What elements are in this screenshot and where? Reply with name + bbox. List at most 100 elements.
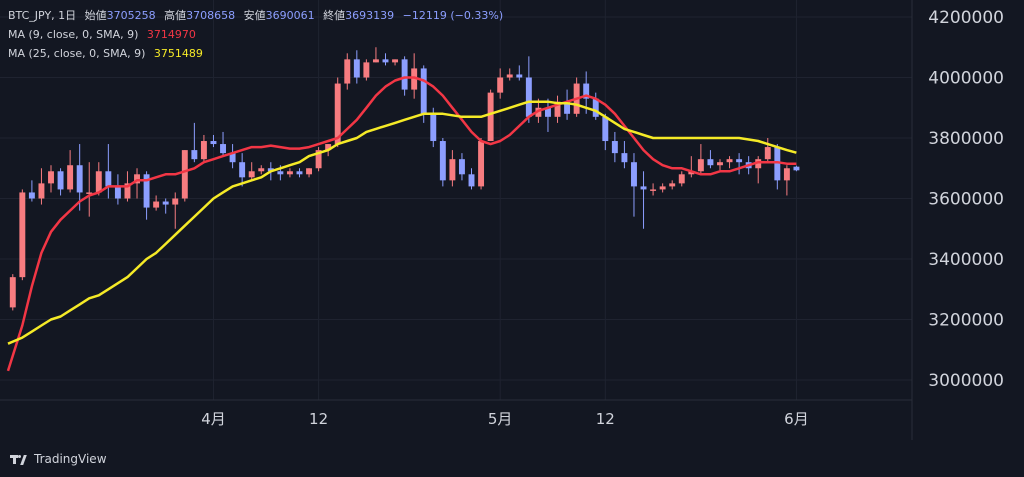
candle-body (363, 62, 370, 78)
time-tick-label: 4月 (201, 410, 226, 428)
candle-body (468, 174, 475, 187)
candle-body (420, 68, 427, 114)
candle-body (143, 174, 150, 208)
candle-body (258, 168, 265, 172)
candle-body (611, 141, 618, 154)
ma25-line (7, 100, 797, 345)
candle-body (325, 144, 332, 151)
candle-body (153, 201, 160, 208)
candle-body (200, 141, 207, 160)
candle-body (28, 192, 35, 199)
ma9-line (6, 76, 797, 372)
legend-ma25-label: MA (25, close, 0, SMA, 9) (8, 47, 146, 60)
candle-body (353, 59, 360, 78)
moving-averages-group (6, 76, 797, 372)
candle-body (497, 77, 504, 93)
candle-body (726, 159, 733, 163)
candle-body (315, 150, 322, 169)
legend-ma25-row[interactable]: MA (25, close, 0, SMA, 9) 3751489 (8, 44, 503, 63)
legend-high-label: 高値 (164, 9, 187, 22)
candle-body (344, 59, 351, 84)
candle-body (67, 165, 74, 190)
grid-lines (0, 0, 912, 400)
candle-body (191, 150, 198, 160)
legend-close-value: 3693139 (345, 9, 395, 22)
candle-body (19, 192, 26, 278)
candle-body (525, 77, 532, 117)
price-tick-label: 3800000 (928, 129, 1004, 149)
candle-body (783, 168, 790, 181)
candle-body (688, 171, 695, 175)
candle-body (210, 141, 217, 145)
chart-legend: BTC_JPY, 1日 始値3705258 高値3708658 安値369006… (8, 6, 503, 63)
price-tick-label: 4000000 (928, 69, 1004, 89)
candle-body (172, 198, 179, 205)
candle-body (105, 171, 112, 187)
candle-body (382, 59, 389, 63)
price-axis[interactable]: 3000000 3200000 3400000 3600000 3800000 40000… (928, 8, 1004, 391)
legend-high-value: 3708658 (186, 9, 236, 22)
candle-body (76, 165, 83, 193)
candle-body (134, 174, 140, 184)
candle-body (124, 183, 131, 199)
legend-ohlc-row: BTC_JPY, 1日 始値3705258 高値3708658 安値369006… (8, 6, 503, 25)
candle-body (583, 83, 590, 99)
candle-body (439, 141, 446, 181)
candle-body (277, 171, 284, 175)
candle-body (535, 107, 542, 117)
candle-body (678, 174, 685, 184)
candle-body (707, 159, 714, 166)
candle-body (545, 107, 551, 117)
legend-open-label: 始値 (84, 9, 107, 22)
candle-body (95, 171, 102, 193)
price-tick-label: 3600000 (928, 190, 1004, 210)
candle-body (764, 147, 771, 160)
candle-body (602, 116, 609, 142)
candle-body (736, 159, 743, 163)
candle-body (659, 186, 666, 190)
time-tick-label: 12 (596, 410, 615, 428)
legend-close-label: 終値 (323, 9, 346, 22)
price-tick-label: 3200000 (928, 311, 1004, 331)
candle-body (564, 101, 571, 114)
candle-body (229, 153, 236, 163)
candle-body (334, 83, 341, 145)
candle-body (449, 159, 456, 181)
candle-body (38, 183, 45, 199)
candle-body (239, 162, 246, 178)
candle-body (220, 144, 226, 154)
legend-low-label: 安値 (243, 9, 266, 22)
candle-body (286, 171, 293, 175)
tradingview-branding[interactable]: TradingView (10, 452, 107, 466)
legend-open-value: 3705258 (106, 9, 156, 22)
candle-body (306, 168, 313, 175)
legend-symbol[interactable]: BTC_JPY, 1日 (8, 9, 77, 22)
candle-body (774, 147, 781, 181)
candle-body (392, 59, 399, 63)
candle-body (9, 277, 16, 308)
candle-body (516, 74, 523, 78)
candle-body (717, 162, 723, 166)
price-tick-label: 4200000 (928, 8, 1004, 28)
candle-body (401, 59, 408, 90)
candle-body (458, 159, 465, 175)
candle-body (372, 59, 379, 63)
legend-ma9-row[interactable]: MA (9, close, 0, SMA, 9) 3714970 (8, 25, 503, 44)
candle-body (478, 141, 485, 187)
candle-body (640, 186, 647, 190)
time-tick-label: 6月 (784, 410, 809, 428)
candle-body (554, 101, 561, 117)
candle-body (114, 186, 121, 199)
candle-body (631, 162, 637, 187)
tradingview-brand-text: TradingView (34, 452, 107, 466)
candle-body (621, 153, 628, 163)
time-tick-label: 12 (309, 410, 328, 428)
time-axis[interactable]: 4月 12 5月 12 6月 (201, 410, 809, 428)
candle-body (86, 192, 93, 194)
legend-ma9-value: 3714970 (146, 28, 196, 41)
candle-body (267, 168, 274, 172)
legend-ma9-label: MA (9, close, 0, SMA, 9) (8, 28, 139, 41)
candle-body (162, 201, 169, 205)
